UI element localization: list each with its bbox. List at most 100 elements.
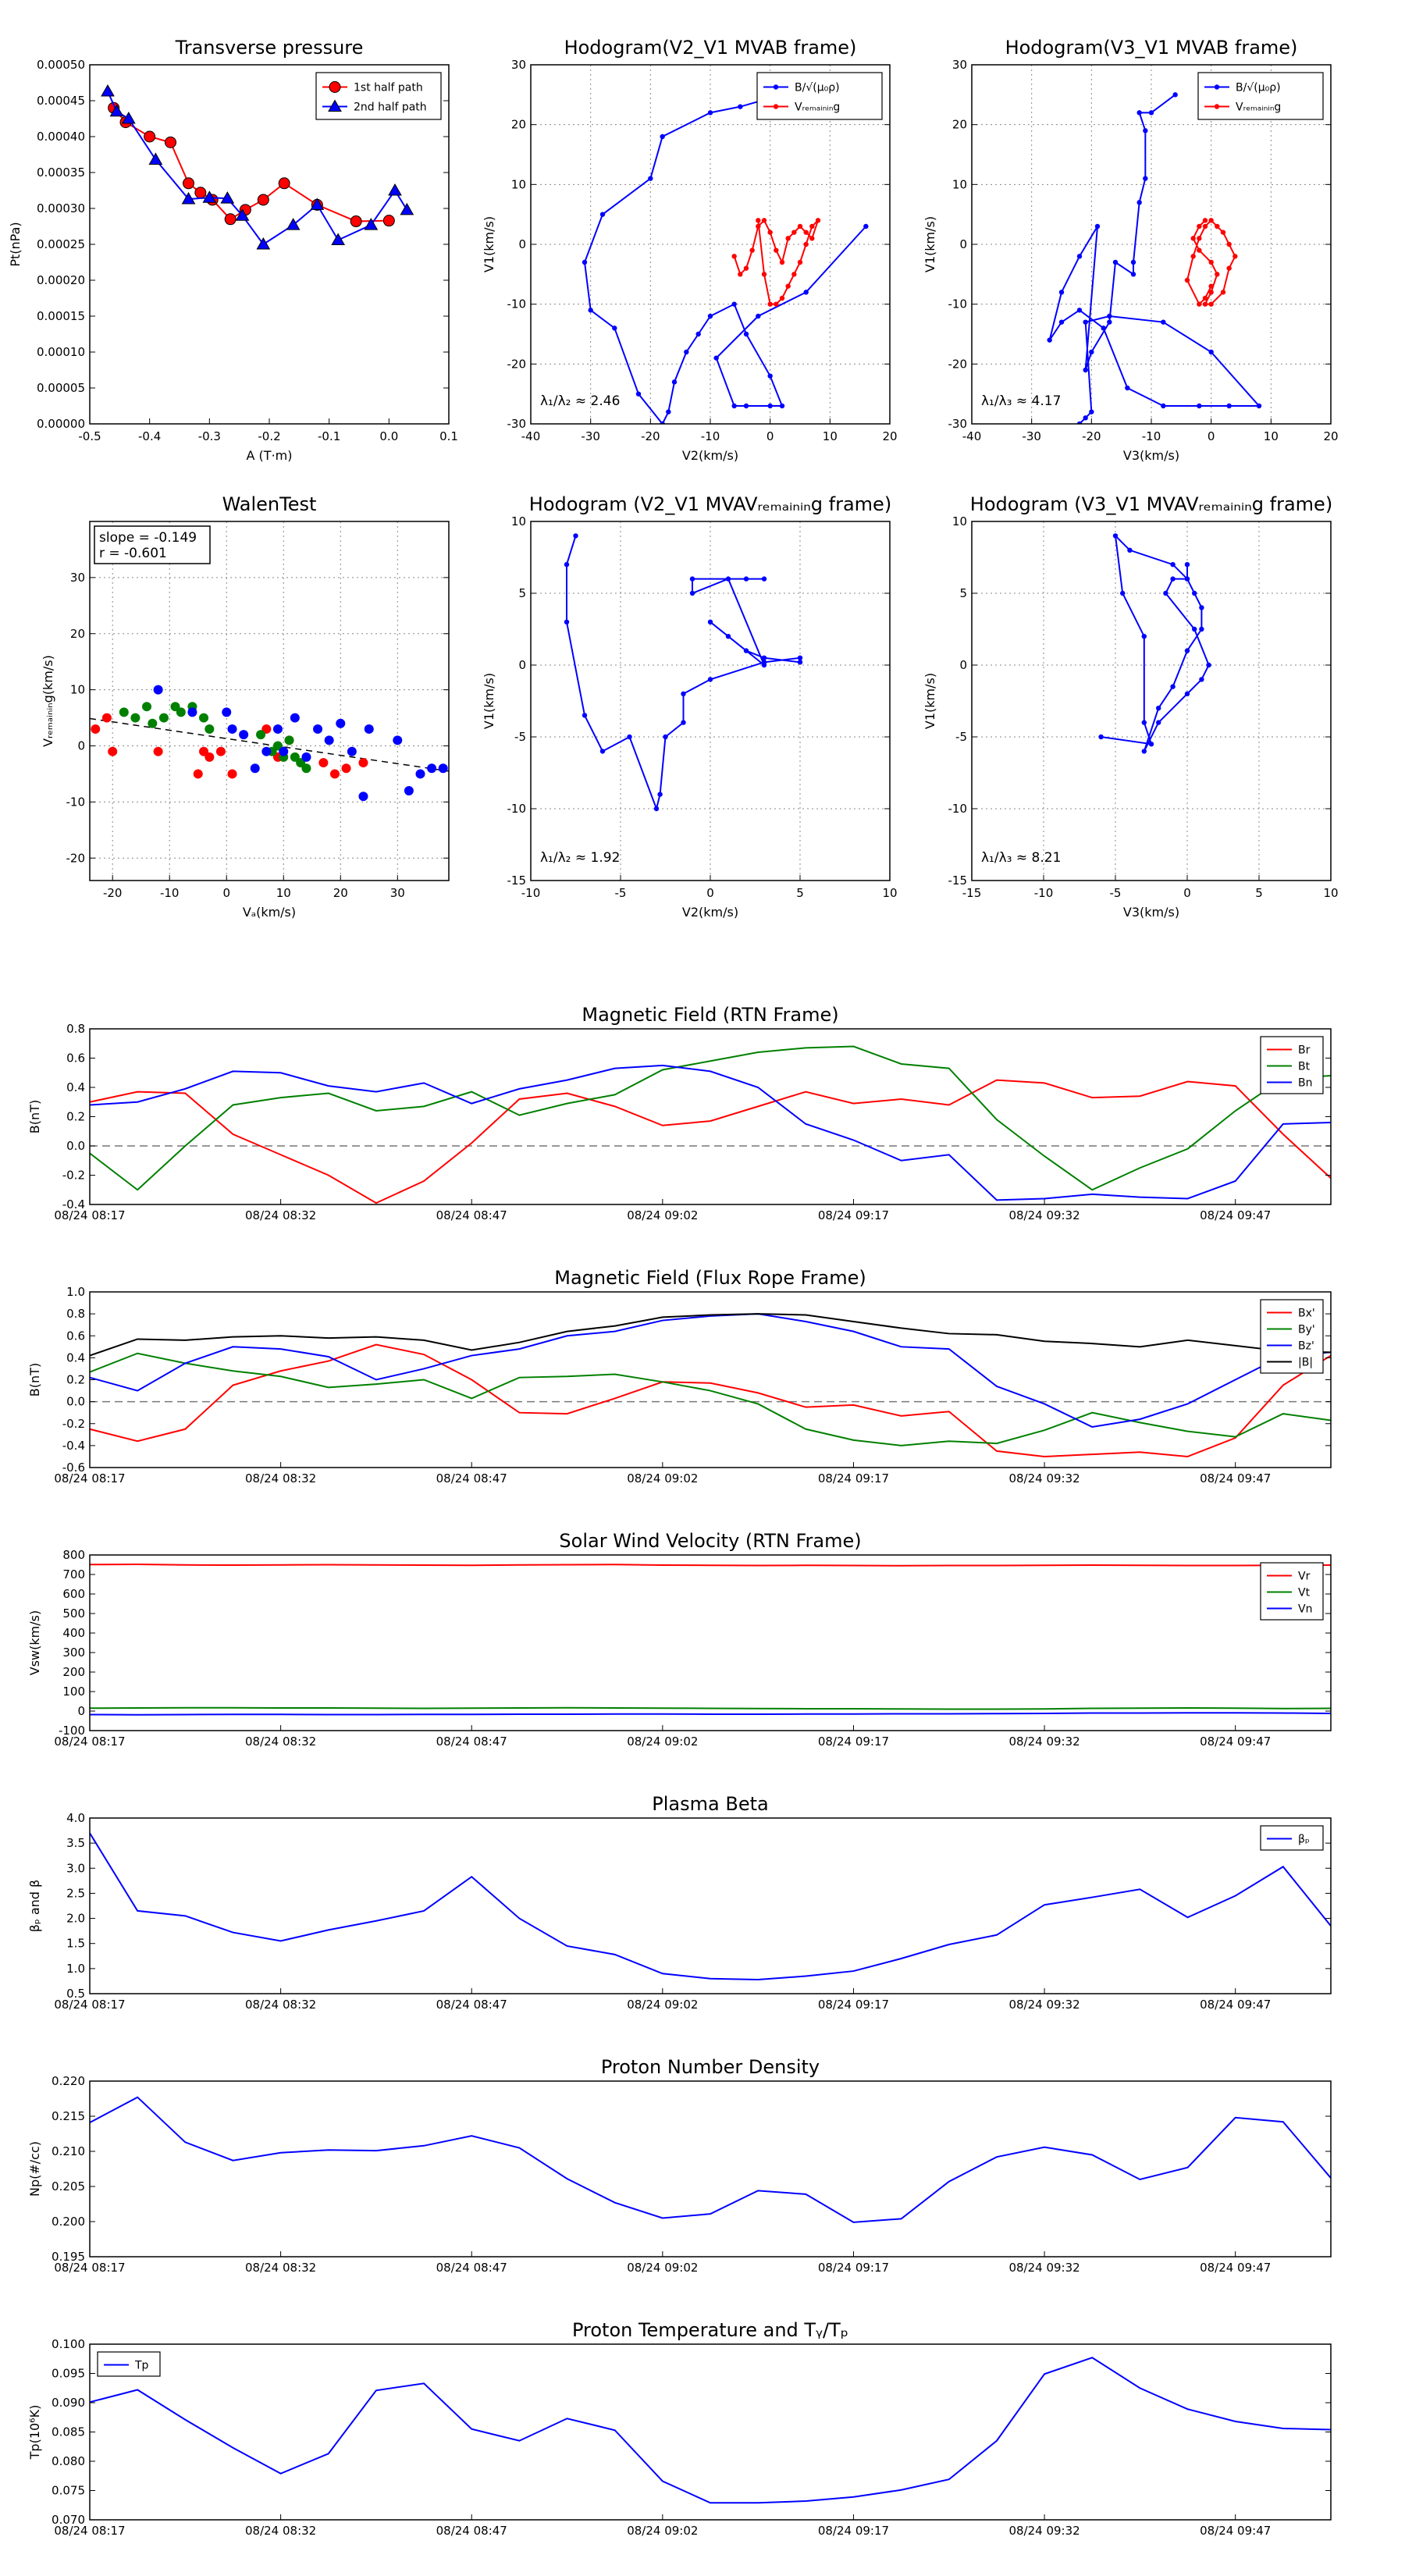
y-tick-label: -0.6 bbox=[62, 1461, 85, 1475]
data-point bbox=[272, 724, 283, 734]
plot-area bbox=[90, 685, 449, 802]
data-point bbox=[797, 655, 803, 660]
y-tick-label: 0 bbox=[77, 739, 85, 753]
plot-area bbox=[101, 84, 414, 250]
x-tick-label: 08/24 08:47 bbox=[436, 1735, 507, 1749]
data-point bbox=[1208, 301, 1214, 307]
x-tick-label: 08/24 08:32 bbox=[245, 1208, 316, 1222]
x-tick-label: 08/24 08:32 bbox=[245, 1735, 316, 1749]
x-tick-label: 08/24 09:02 bbox=[627, 1208, 698, 1222]
data-point bbox=[1208, 290, 1214, 295]
data-point bbox=[660, 133, 665, 140]
x-tick-label: 08/24 08:17 bbox=[54, 1471, 125, 1485]
data-point bbox=[301, 763, 311, 774]
x-tick-label: 08/24 08:47 bbox=[436, 1208, 507, 1222]
data-point bbox=[1141, 634, 1147, 639]
data-point bbox=[573, 533, 578, 539]
x-tick-label: 08/24 08:17 bbox=[54, 2524, 125, 2538]
y-tick-label: 0.00010 bbox=[37, 345, 85, 359]
x-tick-label: 08/24 08:32 bbox=[245, 2261, 316, 2275]
y-tick-label: 1.5 bbox=[66, 1937, 85, 1951]
data-point bbox=[1101, 326, 1106, 331]
data-point bbox=[695, 331, 701, 337]
series-v-g bbox=[731, 218, 821, 307]
y-tick-label: 10 bbox=[952, 514, 967, 528]
data-point bbox=[1163, 590, 1168, 596]
data-point bbox=[1202, 223, 1208, 229]
legend: Vr Vt Vn bbox=[1260, 1562, 1324, 1621]
data-point bbox=[199, 713, 209, 723]
legend: βₚ bbox=[1260, 1825, 1324, 1851]
data-point bbox=[1226, 241, 1232, 247]
chart-proton-number-density: Proton Number Density 0.195 0.200 0.205 0.21… bbox=[27, 2056, 1332, 2275]
data-point bbox=[1184, 691, 1190, 696]
chart-title: Proton Temperature and Tᵧ/Tₚ bbox=[572, 2319, 848, 2341]
data-point bbox=[588, 308, 593, 313]
y-tick-label: 0.0 bbox=[66, 1395, 85, 1409]
y-axis-label: Vᵣₑₘₐᵢₙᵢₙg(km/s) bbox=[41, 655, 55, 747]
data-point bbox=[707, 110, 713, 116]
data-point bbox=[310, 197, 325, 210]
data-point bbox=[785, 236, 791, 241]
data-point bbox=[438, 763, 448, 774]
data-point bbox=[202, 190, 217, 203]
y-axis-label: βₚ and β bbox=[27, 1880, 42, 1933]
axes-frame bbox=[89, 1291, 1332, 1468]
series-0 bbox=[90, 2096, 1331, 2223]
data-point bbox=[148, 718, 158, 728]
data-point bbox=[774, 247, 779, 253]
legend: 1st half path 2nd half path bbox=[315, 72, 442, 120]
data-point bbox=[1197, 403, 1202, 409]
data-point bbox=[142, 702, 152, 712]
y-tick-label: 3.5 bbox=[66, 1836, 85, 1850]
y-tick-label: 0.00050 bbox=[37, 58, 85, 72]
data-point bbox=[803, 290, 809, 295]
data-point bbox=[1202, 295, 1208, 301]
x-tick-label: 08/24 09:17 bbox=[818, 1208, 889, 1222]
y-tick-label: 1.0 bbox=[66, 1285, 85, 1299]
y-tick-label: -5 bbox=[514, 730, 526, 744]
data-point bbox=[612, 326, 617, 331]
y-axis-label: V1(km/s) bbox=[923, 216, 937, 272]
data-point bbox=[318, 758, 329, 768]
data-point bbox=[1107, 319, 1112, 325]
x-tick-label: 0 bbox=[767, 429, 774, 443]
y-tick-label: 700 bbox=[62, 1567, 85, 1582]
y-tick-label: 0.2 bbox=[66, 1373, 85, 1387]
data-point bbox=[803, 229, 809, 235]
y-tick-label: 300 bbox=[62, 1646, 85, 1660]
x-tick-label: -0.2 bbox=[258, 429, 280, 443]
data-point bbox=[1161, 403, 1166, 409]
data-point bbox=[1136, 200, 1142, 205]
data-point bbox=[183, 177, 194, 190]
series--b- bbox=[90, 1313, 1331, 1357]
chart-hodogram-v2-v1-mvab: Hodogram(V2_V1 MVAB frame) -30 -20 -10 0 10 20… bbox=[482, 37, 898, 463]
y-tick-label: -30 bbox=[507, 417, 527, 431]
x-tick-label: -5 bbox=[615, 886, 627, 900]
y-tick-label: -5 bbox=[955, 730, 967, 744]
data-point bbox=[635, 391, 642, 397]
eigenvalue-ratio: λ₁/λ₃ ≈ 8.21 bbox=[981, 850, 1061, 866]
y-tick-label: 0.8 bbox=[66, 1307, 85, 1321]
data-point bbox=[1094, 223, 1101, 229]
data-point bbox=[119, 707, 129, 717]
data-point bbox=[707, 677, 713, 682]
data-point bbox=[1058, 319, 1065, 325]
y-tick-label: 0.5 bbox=[66, 1987, 85, 2001]
stats-text: slope = -0.149 bbox=[99, 530, 197, 546]
data-point bbox=[738, 272, 743, 277]
data-point bbox=[1141, 749, 1147, 754]
data-point bbox=[738, 104, 743, 109]
x-tick-label: 10 bbox=[1323, 886, 1338, 900]
series-line bbox=[90, 1313, 1331, 1357]
legend-label: Bz' bbox=[1298, 1340, 1314, 1353]
data-point bbox=[689, 576, 695, 582]
data-point bbox=[564, 562, 570, 568]
eigenvalue-ratio: λ₁/λ₂ ≈ 1.92 bbox=[540, 850, 620, 866]
legend-label: |B| bbox=[1298, 1357, 1313, 1369]
data-point bbox=[803, 241, 809, 247]
data-point bbox=[1202, 218, 1208, 223]
data-point bbox=[809, 236, 815, 241]
legend-label: βₚ bbox=[1298, 1834, 1310, 1846]
y-tick-label: 0.00025 bbox=[37, 237, 85, 251]
